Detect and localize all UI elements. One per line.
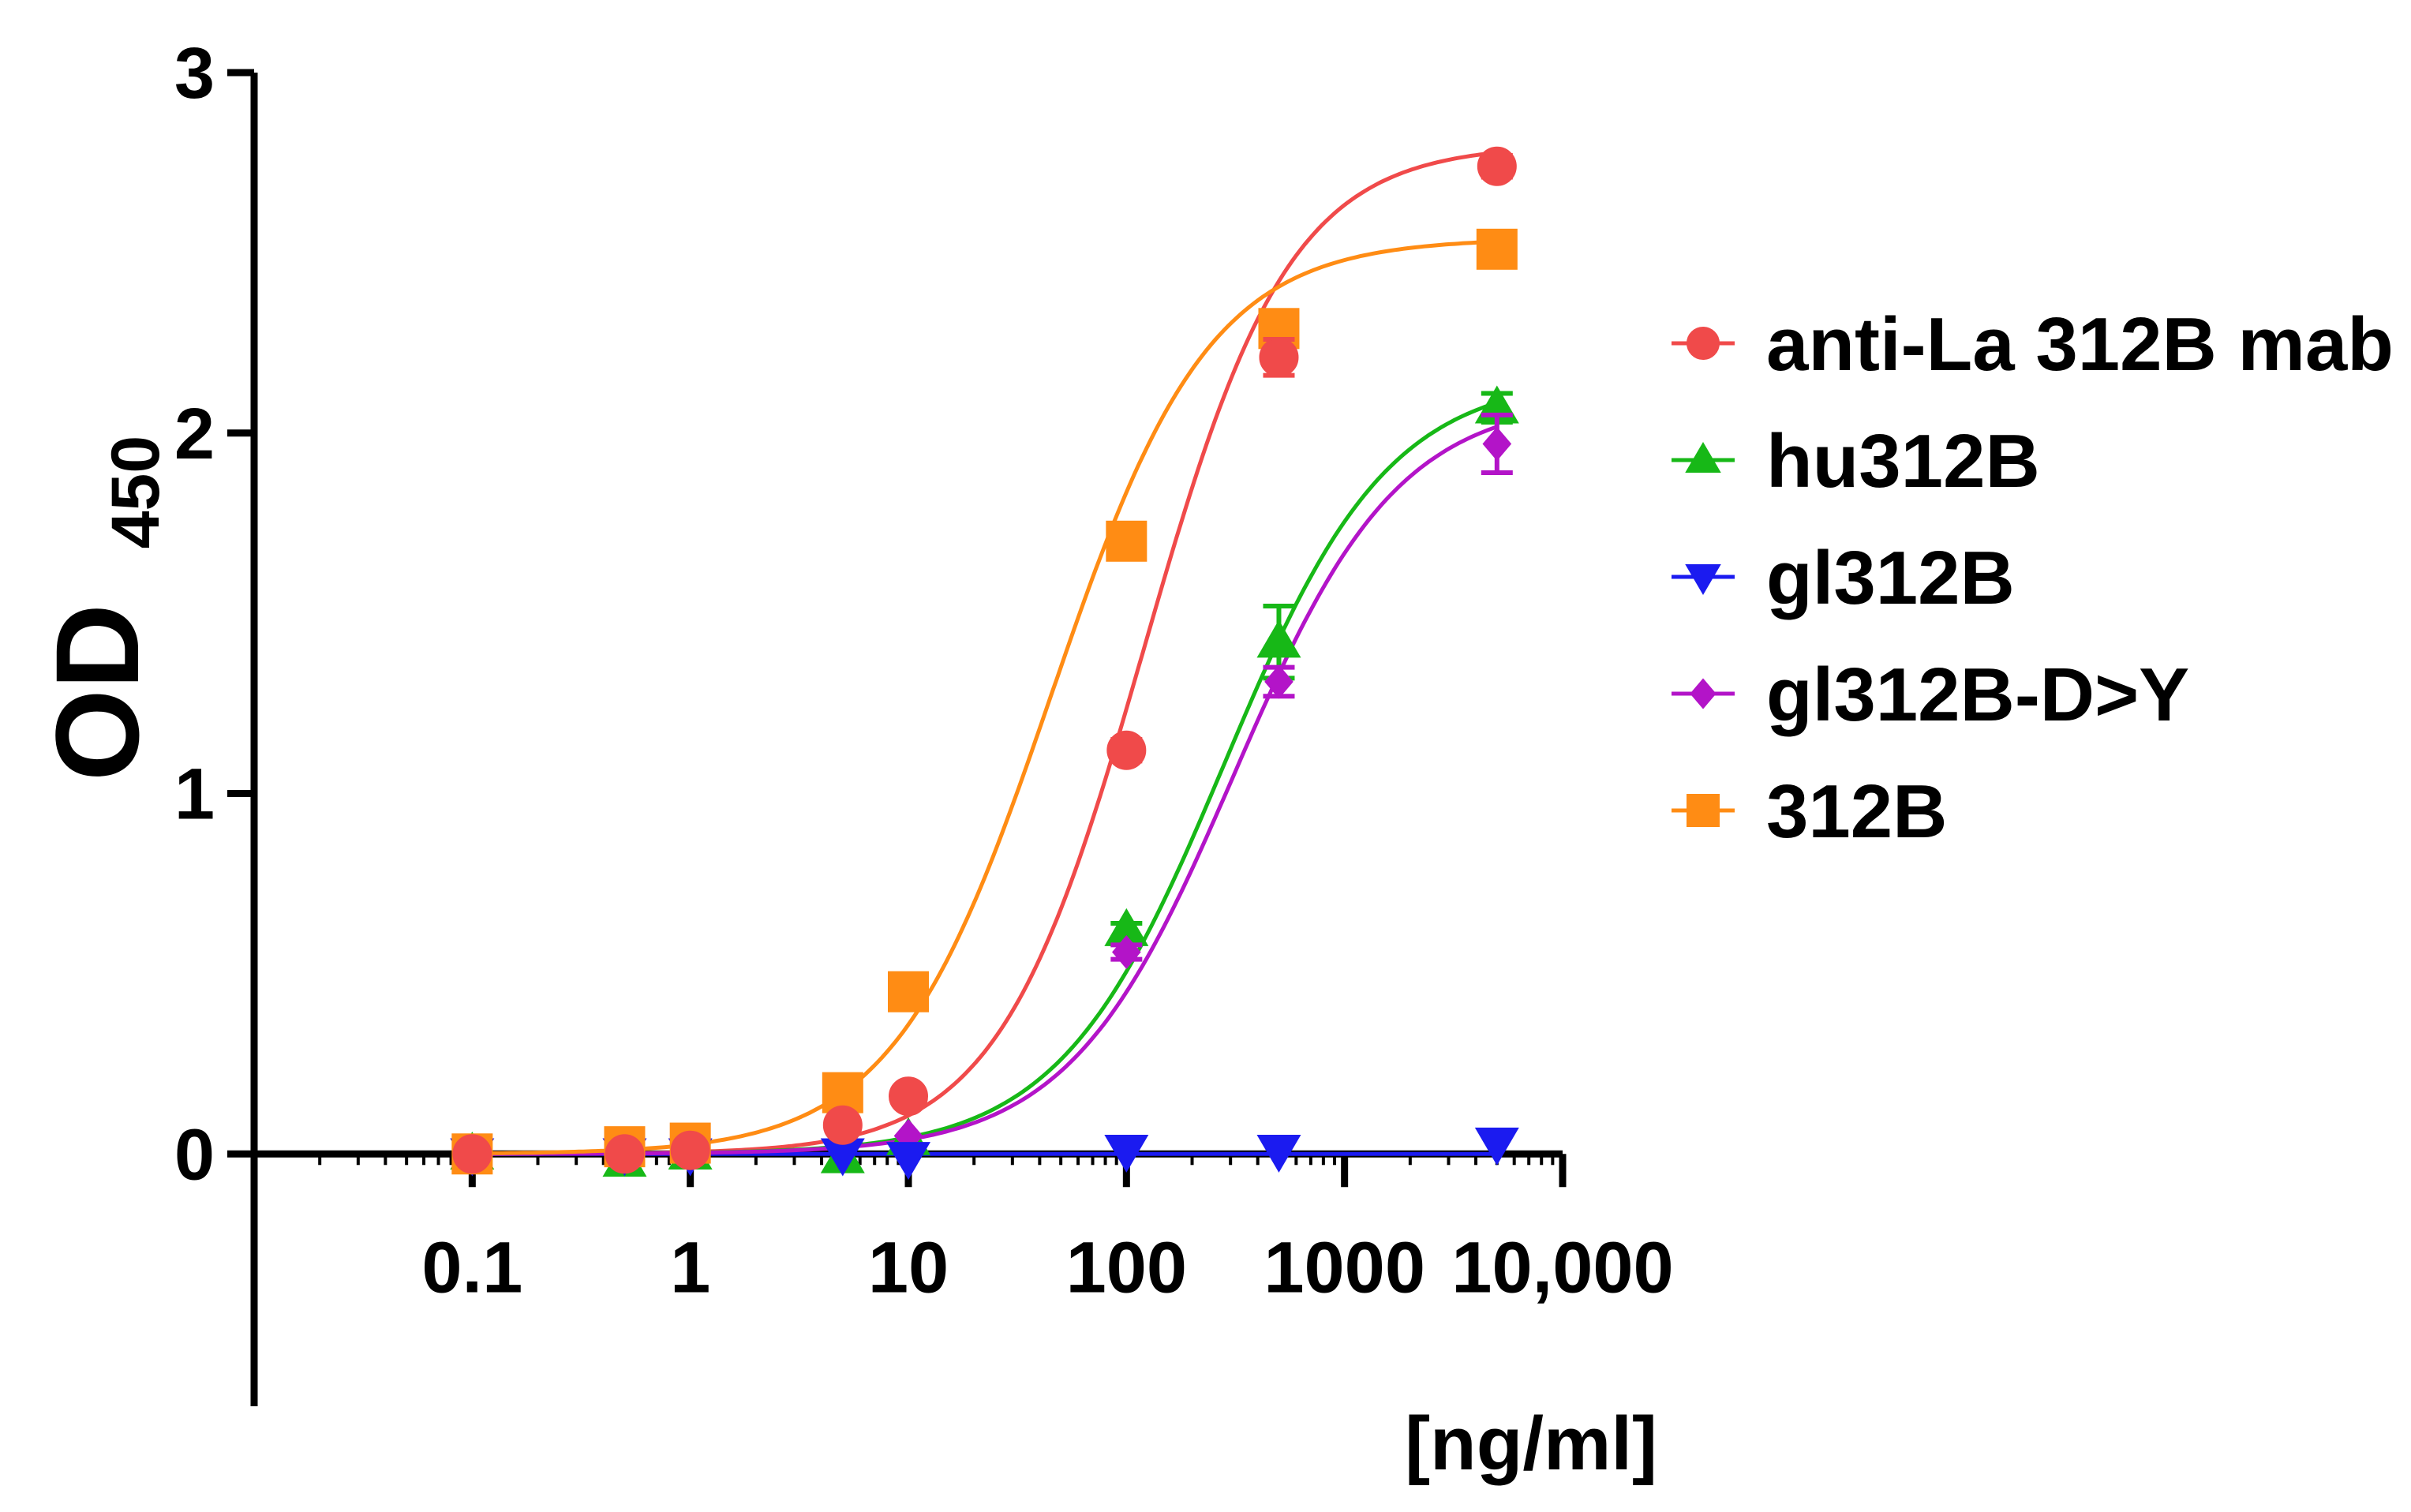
data-point: [1256, 1134, 1301, 1173]
y-axis-title-main: OD: [31, 604, 163, 781]
data-point: [1112, 934, 1141, 970]
data-point: [605, 1134, 645, 1174]
fit-curve: [472, 150, 1498, 1156]
data-points: [450, 146, 1519, 1181]
y-axis-title-subscript: 450: [98, 436, 174, 549]
y-axis-title: OD 450: [31, 436, 174, 781]
legend-marker: [1685, 564, 1721, 595]
y-tick-label: 0: [174, 1114, 215, 1195]
fit-curve: [472, 239, 1497, 1155]
data-point: [1482, 426, 1512, 462]
x-tick-label: 100: [1066, 1227, 1188, 1308]
data-point: [1477, 146, 1517, 186]
data-point: [886, 1142, 930, 1181]
legend: anti-La 312B mab hu312B gl312B gl312B-D>Y 31…: [1672, 302, 2394, 854]
x-tick-label: 0.1: [421, 1227, 522, 1308]
data-point: [452, 1134, 492, 1174]
data-point: [888, 971, 929, 1012]
fit-curves: [472, 150, 1498, 1156]
legend-label: hu312B: [1766, 419, 2040, 503]
data-point: [1106, 520, 1147, 562]
y-tick-label: 1: [174, 754, 215, 835]
legend-label: 312B: [1766, 769, 1948, 854]
data-point: [889, 1076, 928, 1117]
x-axis-title: [ng/ml]: [1405, 1402, 1657, 1486]
data-point: [1106, 730, 1147, 770]
y-tick-label: 2: [174, 394, 215, 474]
x-tick-label: 10,000: [1451, 1227, 1673, 1308]
data-point: [1259, 337, 1299, 377]
legend-label: gl312B: [1766, 536, 2015, 620]
y-axis: 0 1 2 3: [174, 33, 258, 1406]
data-point: [822, 1105, 863, 1145]
legend-marker: [1687, 794, 1720, 827]
legend-label: gl312B-D>Y: [1766, 653, 2189, 737]
data-point: [1264, 664, 1293, 699]
fit-curve: [472, 425, 1498, 1156]
x-tick-label: 1000: [1264, 1227, 1425, 1308]
x-tick-label: 1: [670, 1227, 710, 1308]
x-tick-label: 10: [868, 1227, 949, 1308]
data-point: [1476, 228, 1518, 270]
fit-curve: [472, 400, 1498, 1156]
data-point: [1474, 1127, 1519, 1166]
data-point: [1256, 619, 1301, 658]
legend-label: anti-La 312B mab: [1766, 302, 2394, 387]
legend-marker: [1687, 327, 1720, 360]
y-tick-label: 3: [174, 33, 215, 114]
data-point: [1104, 1134, 1149, 1173]
data-point: [670, 1130, 710, 1170]
legend-marker: [1690, 678, 1717, 709]
x-axis: 0.1 1 10 100 1000 10,000: [254, 1150, 1674, 1308]
legend-marker: [1685, 442, 1721, 473]
